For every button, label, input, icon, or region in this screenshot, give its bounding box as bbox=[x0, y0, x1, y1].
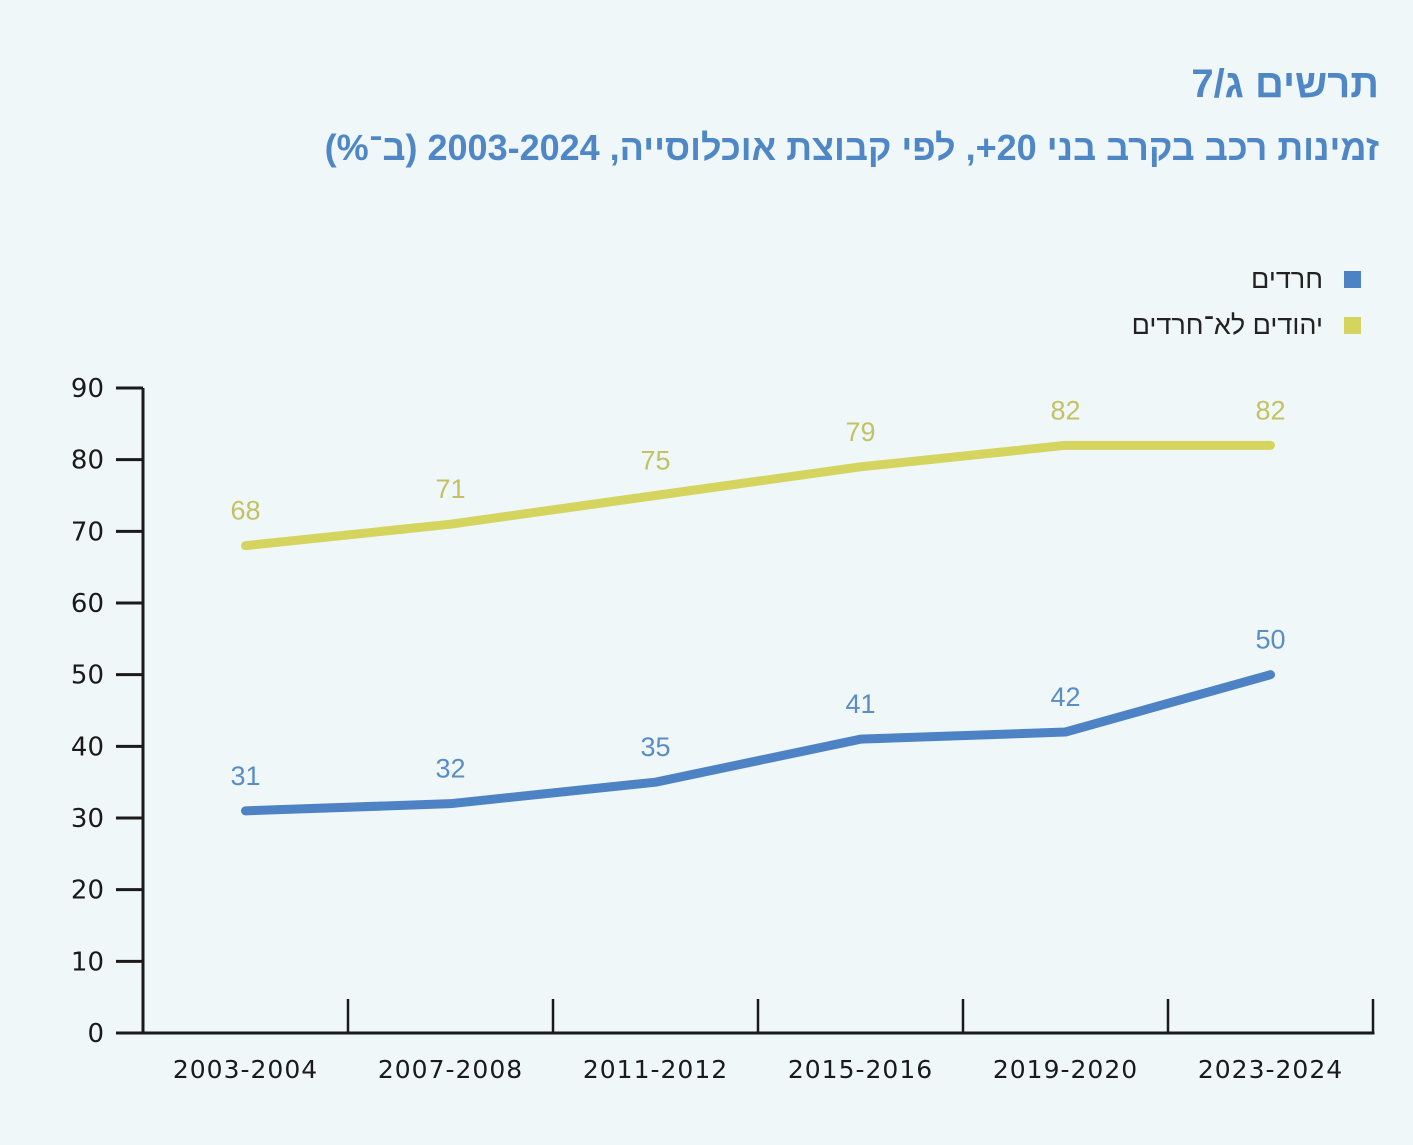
y-tick-label-60: 60 bbox=[71, 589, 104, 619]
chart-title: זמינות רכב בקרב בני 20+, לפי קבוצת אוכלו… bbox=[324, 127, 1379, 168]
series-line-0 bbox=[241, 670, 1275, 816]
legend-label-non-haredi-jews: יהודים לא־חרדים bbox=[1131, 309, 1323, 340]
y-tick-label-40: 40 bbox=[71, 732, 104, 762]
data-label-1-3: 79 bbox=[845, 417, 875, 447]
y-tick-label-20: 20 bbox=[71, 876, 104, 906]
x-tick-label-2003-2004: 2003-2004 bbox=[173, 1055, 318, 1084]
legend-swatch-non-haredi-jews bbox=[1344, 316, 1361, 334]
data-label-1-2: 75 bbox=[640, 446, 670, 476]
y-tick-label-80: 80 bbox=[71, 446, 104, 476]
data-label-0-1: 32 bbox=[435, 754, 465, 784]
legend: חרדים יהודים לא־חרדים bbox=[1132, 256, 1361, 348]
data-label-0-0: 31 bbox=[230, 761, 260, 791]
legend-item-haredim: חרדים bbox=[1132, 256, 1361, 302]
data-label-1-4: 82 bbox=[1050, 395, 1080, 425]
series-line-1 bbox=[241, 440, 1275, 551]
chart-header: תרשים ג/7 זמינות רכב בקרב בני 20+, לפי ק… bbox=[79, 58, 1379, 172]
figure-number: תרשים ג/7 bbox=[1191, 62, 1379, 106]
data-label-1-0: 68 bbox=[230, 496, 260, 526]
y-tick-label-90: 90 bbox=[71, 374, 104, 404]
data-label-0-4: 42 bbox=[1050, 682, 1080, 712]
x-tick-label-2011-2012: 2011-2012 bbox=[583, 1055, 728, 1084]
data-label-1-5: 82 bbox=[1255, 395, 1285, 425]
y-tick-label-70: 70 bbox=[71, 517, 104, 547]
data-label-1-1: 71 bbox=[435, 474, 465, 504]
legend-label-haredim: חרדים bbox=[1251, 263, 1323, 294]
data-label-0-5: 50 bbox=[1255, 625, 1285, 655]
x-tick-label-2007-2008: 2007-2008 bbox=[378, 1055, 523, 1084]
y-tick-label-50: 50 bbox=[71, 661, 104, 691]
y-tick-label-30: 30 bbox=[71, 804, 104, 834]
y-tick-label-0: 0 bbox=[87, 1019, 104, 1049]
x-tick-label-2023-2024: 2023-2024 bbox=[1198, 1055, 1343, 1084]
data-label-0-2: 35 bbox=[640, 732, 670, 762]
x-tick-label-2015-2016: 2015-2016 bbox=[788, 1055, 933, 1084]
x-tick-label-2019-2020: 2019-2020 bbox=[993, 1055, 1138, 1084]
legend-item-non-haredi-jews: יהודים לא־חרדים bbox=[1132, 302, 1361, 348]
legend-swatch-haredim bbox=[1344, 270, 1361, 288]
data-label-0-3: 41 bbox=[845, 689, 875, 719]
y-tick-label-10: 10 bbox=[71, 947, 104, 977]
